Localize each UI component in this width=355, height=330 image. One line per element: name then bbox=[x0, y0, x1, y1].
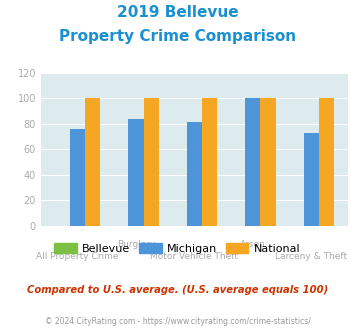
Bar bbox=[70, 129, 85, 226]
Text: © 2024 CityRating.com - https://www.cityrating.com/crime-statistics/: © 2024 CityRating.com - https://www.city… bbox=[45, 317, 310, 326]
Bar bbox=[187, 122, 202, 226]
Text: 2019 Bellevue: 2019 Bellevue bbox=[117, 5, 238, 20]
Text: Larceny & Theft: Larceny & Theft bbox=[275, 252, 347, 261]
Text: Compared to U.S. average. (U.S. average equals 100): Compared to U.S. average. (U.S. average … bbox=[27, 285, 328, 295]
Bar bbox=[260, 98, 275, 226]
Bar bbox=[202, 98, 217, 226]
Bar bbox=[304, 133, 319, 226]
Bar bbox=[143, 98, 159, 226]
Bar bbox=[245, 98, 260, 226]
Text: Motor Vehicle Theft: Motor Vehicle Theft bbox=[151, 252, 238, 261]
Text: Arson: Arson bbox=[240, 240, 266, 249]
Bar bbox=[319, 98, 334, 226]
Text: Burglary: Burglary bbox=[117, 240, 155, 249]
Legend: Bellevue, Michigan, National: Bellevue, Michigan, National bbox=[50, 239, 305, 258]
Text: Property Crime Comparison: Property Crime Comparison bbox=[59, 29, 296, 44]
Bar bbox=[85, 98, 100, 226]
Text: All Property Crime: All Property Crime bbox=[36, 252, 119, 261]
Bar bbox=[129, 118, 143, 226]
